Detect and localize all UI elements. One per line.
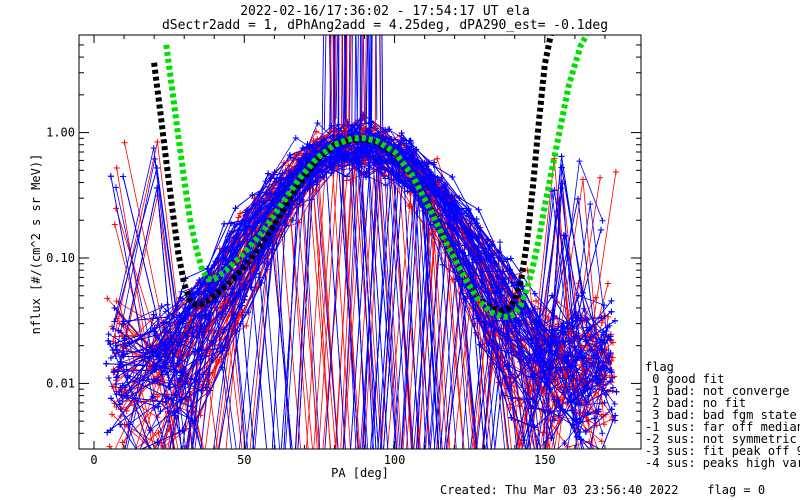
trace-line: [116, 137, 605, 449]
chart-title: 2022-02-16/17:36:02 - 17:54:17 UT ela: [240, 4, 530, 19]
trace-line: [116, 113, 605, 449]
trace-layer: [103, 35, 620, 449]
chart-subtitle: dSectr2add = 1, dPhAng2add = 4.25deg, dP…: [162, 18, 608, 33]
